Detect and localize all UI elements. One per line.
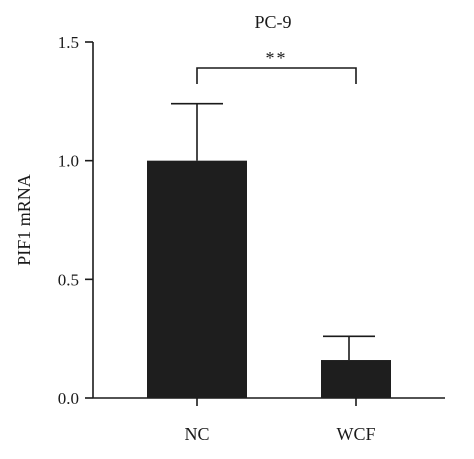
bar-nc (147, 160, 247, 398)
x-axis: NC WCF (93, 397, 445, 444)
y-tick-label: 1.0 (58, 152, 79, 171)
chart-title: PC-9 (254, 12, 291, 32)
y-tick-label: 0.0 (58, 389, 79, 408)
bars (147, 102, 391, 398)
significance-label: ** (266, 48, 288, 68)
x-tick-label: WCF (336, 424, 375, 444)
y-axis-label: PIF1 mRNA (14, 174, 34, 266)
y-tick-label: 0.5 (58, 270, 79, 289)
significance-bracket (196, 67, 357, 84)
bar-wcf (321, 360, 391, 398)
significance-annotation: ** (196, 48, 357, 84)
y-axis: 0.0 0.5 1.0 1.5 (58, 33, 94, 408)
y-tick-label: 1.5 (58, 33, 79, 52)
x-tick-label: NC (184, 424, 209, 444)
